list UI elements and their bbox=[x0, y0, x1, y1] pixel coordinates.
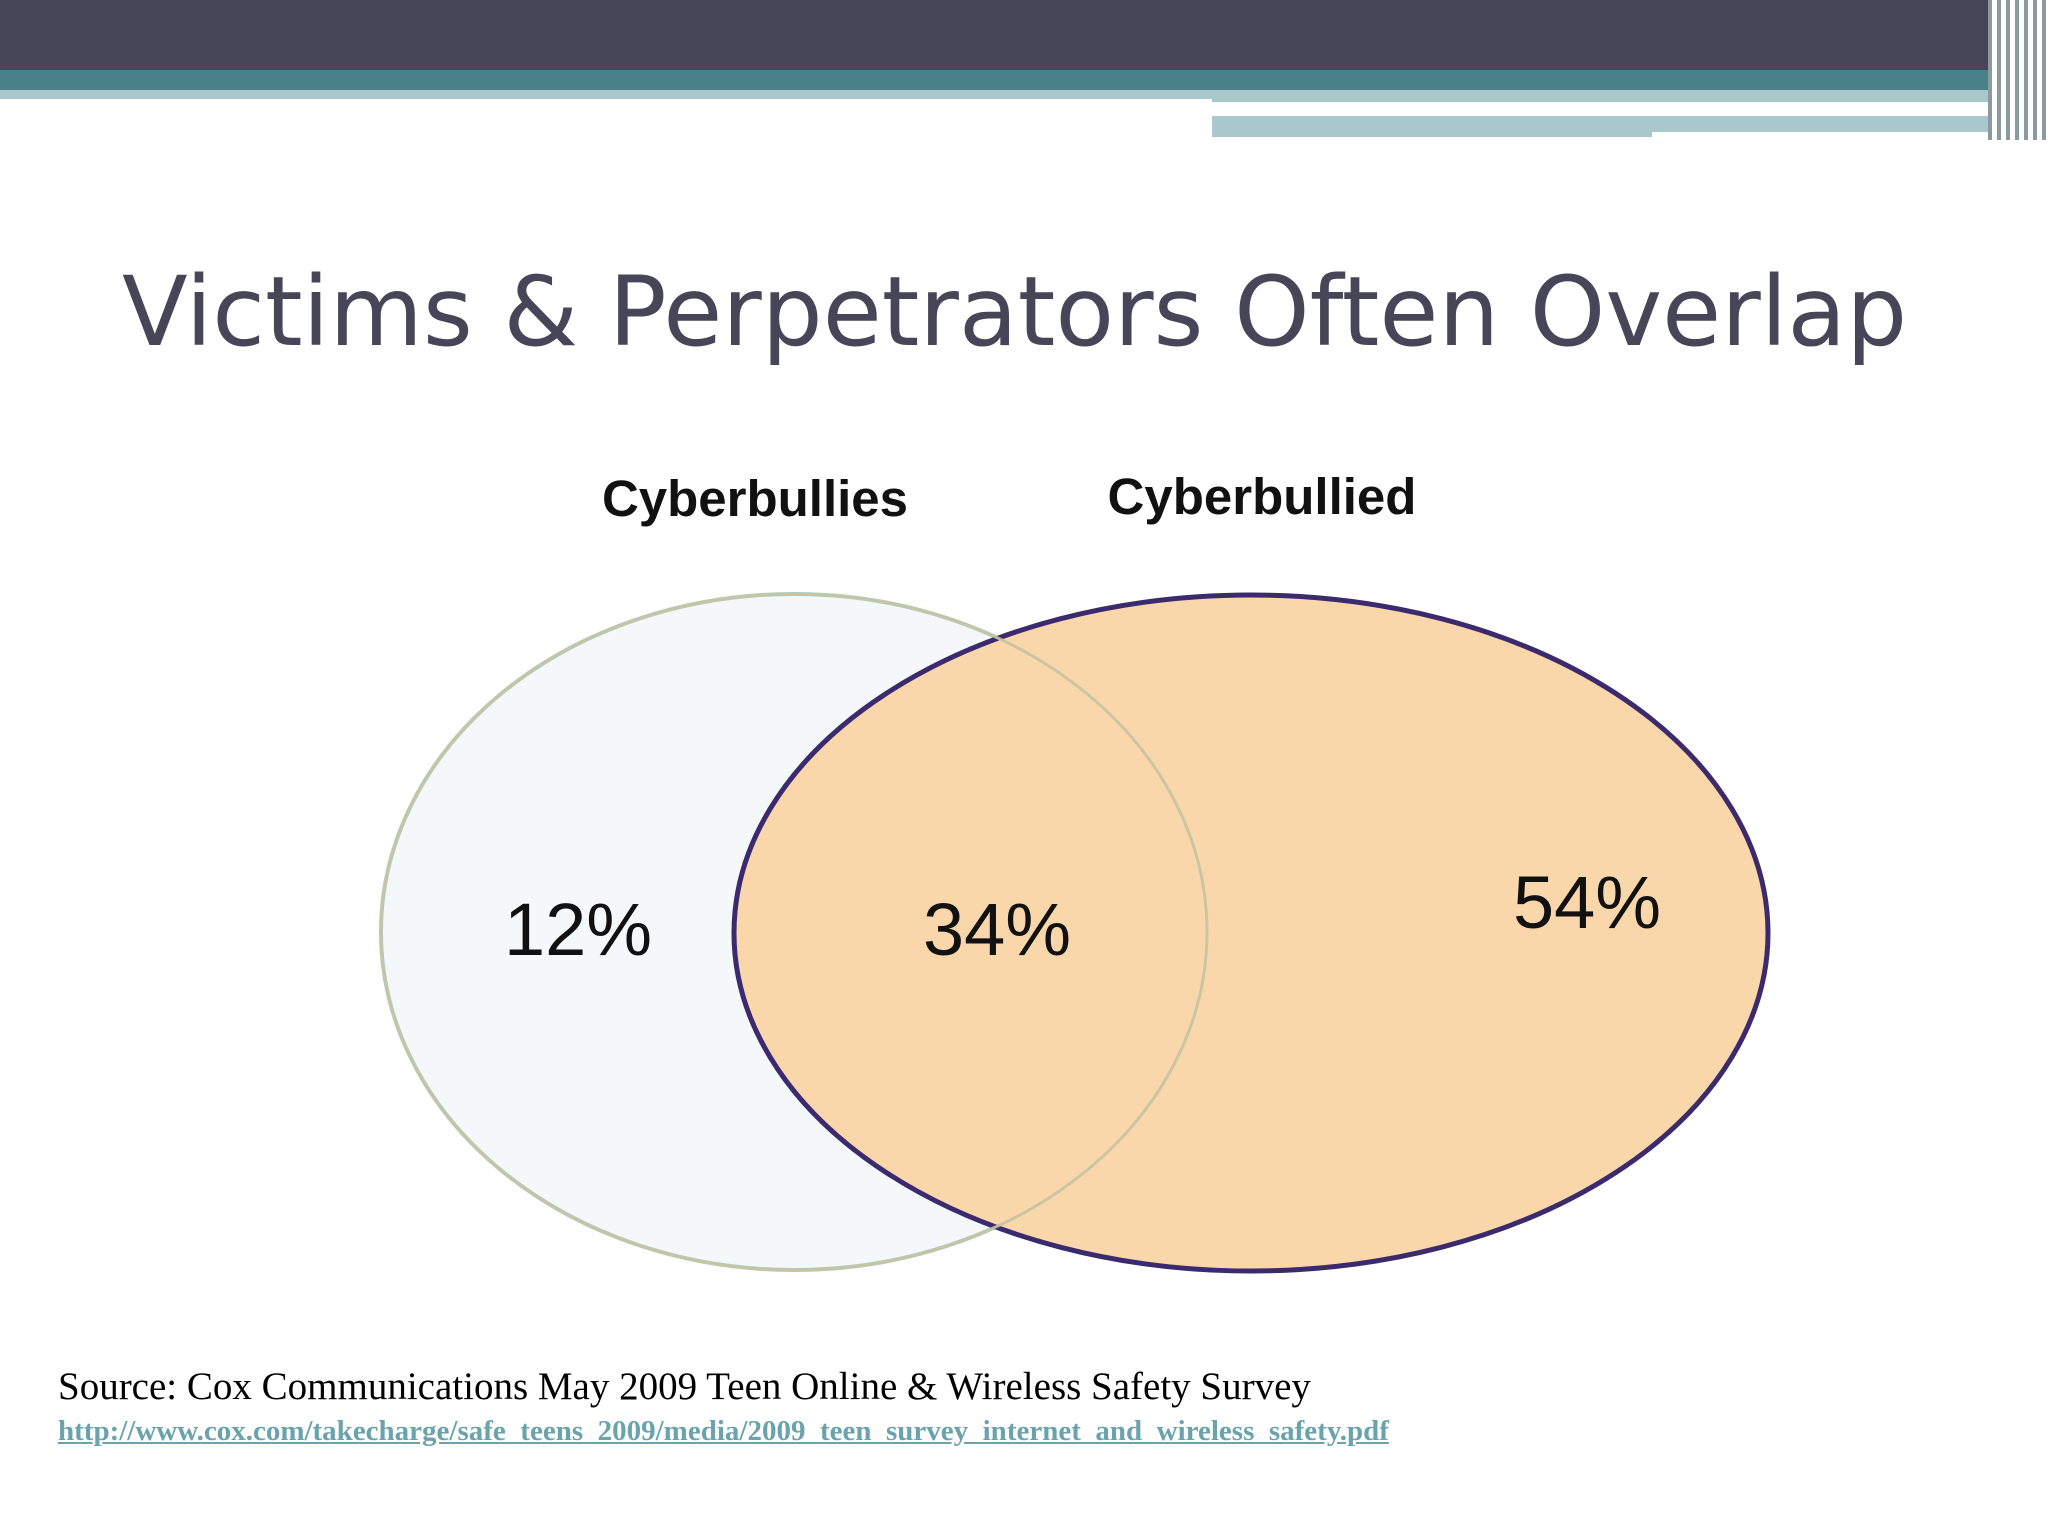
venn-value-cyberbullied-only: 54% bbox=[1513, 861, 1661, 944]
venn-value-cyberbullies-only: 12% bbox=[504, 888, 652, 971]
top-banner-white-line bbox=[1212, 111, 1896, 116]
venn-label-cyberbullies: Cyberbullies bbox=[602, 470, 908, 527]
slide-title: Victims & Perpetrators Often Overlap bbox=[122, 256, 1908, 368]
source-link[interactable]: http://www.cox.com/takecharge/safe_teens… bbox=[58, 1415, 1389, 1447]
top-banner-light-left bbox=[0, 90, 1212, 99]
venn-set-cyberbullies-outline bbox=[379, 592, 1209, 1272]
venn-label-cyberbullied: Cyberbullied bbox=[1108, 468, 1417, 525]
venn-set-cyberbullied bbox=[731, 592, 1771, 1274]
top-banner-edge-bars bbox=[1988, 0, 2048, 140]
top-banner-teal bbox=[0, 70, 2048, 90]
top-banner-light-right bbox=[1212, 90, 2048, 102]
top-banner-light-strip bbox=[1212, 116, 1652, 137]
source-citation: Source: Cox Communications May 2009 Teen… bbox=[58, 1365, 1311, 1408]
venn-value-overlap: 34% bbox=[923, 888, 1071, 971]
top-banner-light-strip-2 bbox=[1652, 116, 2048, 132]
top-banner-dark bbox=[0, 0, 2048, 70]
